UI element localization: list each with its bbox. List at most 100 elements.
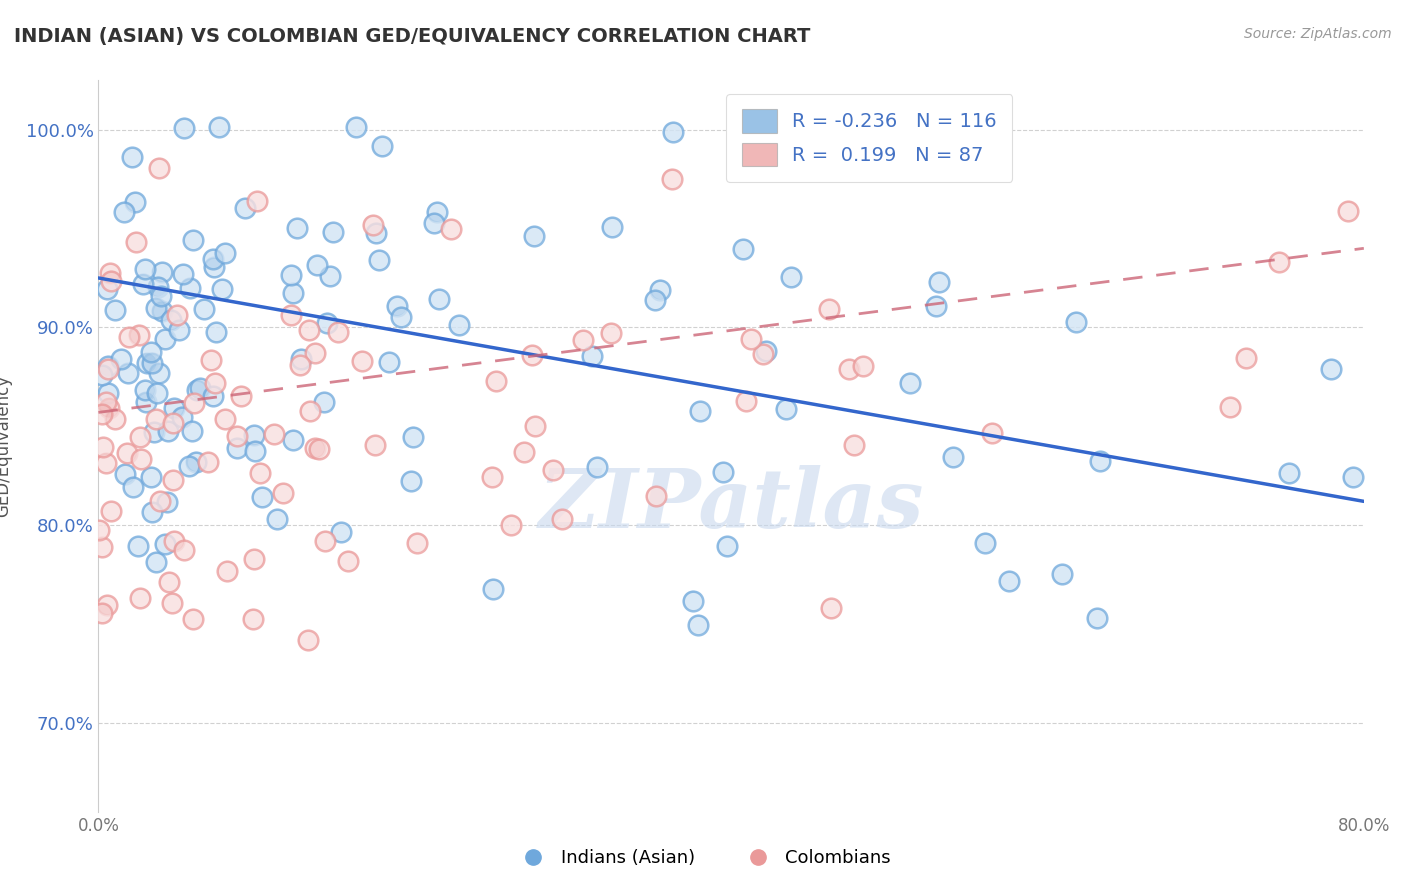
Point: [425, 205, 447, 219]
Point: [163, 401, 186, 416]
Point: [242, 612, 264, 626]
Point: [145, 385, 167, 400]
Point: [330, 525, 353, 540]
Point: [181, 424, 204, 438]
Point: [172, 267, 194, 281]
Point: [401, 474, 423, 488]
Point: [304, 345, 326, 359]
Point: [134, 384, 156, 398]
Point: [183, 233, 205, 247]
Point: [482, 582, 505, 596]
Point: [115, 446, 138, 460]
Point: [245, 443, 267, 458]
Point: [204, 376, 226, 390]
Point: [124, 235, 146, 249]
Point: [314, 395, 336, 409]
Point: [344, 120, 367, 134]
Point: [91, 606, 114, 620]
Point: [998, 574, 1021, 588]
Point: [148, 366, 170, 380]
Point: [371, 139, 394, 153]
Point: [283, 286, 305, 301]
Point: [378, 355, 401, 369]
Point: [150, 265, 173, 279]
Point: [153, 332, 176, 346]
Point: [225, 428, 247, 442]
Point: [898, 376, 921, 390]
Point: [364, 438, 387, 452]
Point: [425, 205, 447, 219]
Point: [87, 523, 110, 537]
Point: [225, 441, 247, 455]
Point: [127, 539, 149, 553]
Point: [1050, 567, 1073, 582]
Text: INDIAN (ASIAN) VS COLOMBIAN GED/EQUIVALENCY CORRELATION CHART: INDIAN (ASIAN) VS COLOMBIAN GED/EQUIVALE…: [14, 27, 810, 45]
Point: [97, 361, 120, 376]
Point: [214, 246, 236, 260]
Point: [981, 425, 1004, 440]
Point: [371, 139, 394, 153]
Point: [755, 343, 778, 358]
Point: [780, 270, 803, 285]
Point: [94, 456, 117, 470]
Point: [713, 465, 735, 479]
Point: [181, 612, 204, 626]
Point: [149, 494, 172, 508]
Point: [145, 301, 167, 315]
Point: [149, 289, 172, 303]
Point: [280, 268, 302, 283]
Point: [644, 293, 666, 308]
Point: [308, 442, 330, 457]
Point: [1219, 401, 1241, 415]
Point: [135, 395, 157, 409]
Point: [689, 404, 711, 418]
Point: [96, 598, 118, 612]
Point: [250, 490, 273, 504]
Point: [205, 326, 228, 340]
Point: [87, 523, 110, 537]
Point: [110, 351, 132, 366]
Point: [141, 355, 163, 369]
Point: [153, 332, 176, 346]
Point: [852, 359, 875, 373]
Point: [179, 459, 201, 474]
Point: [156, 425, 179, 439]
Point: [193, 301, 215, 316]
Point: [181, 424, 204, 438]
Point: [316, 316, 339, 330]
Point: [688, 617, 710, 632]
Point: [280, 308, 302, 322]
Point: [304, 442, 326, 456]
Point: [145, 412, 167, 426]
Point: [124, 194, 146, 209]
Point: [142, 425, 165, 440]
Point: [100, 273, 122, 287]
Point: [122, 479, 145, 493]
Point: [330, 525, 353, 540]
Point: [145, 555, 167, 569]
Point: [104, 412, 127, 426]
Point: [288, 358, 311, 372]
Point: [145, 555, 167, 569]
Point: [571, 333, 593, 347]
Point: [173, 543, 195, 558]
Point: [153, 537, 176, 551]
Point: [599, 326, 621, 340]
Point: [155, 495, 177, 509]
Point: [117, 367, 139, 381]
Point: [141, 505, 163, 519]
Point: [217, 564, 239, 578]
Point: [266, 512, 288, 526]
Point: [243, 552, 266, 566]
Point: [838, 362, 860, 376]
Point: [139, 345, 162, 359]
Point: [304, 442, 326, 456]
Point: [852, 359, 875, 373]
Point: [482, 582, 505, 596]
Point: [662, 125, 685, 139]
Point: [350, 353, 373, 368]
Point: [318, 269, 340, 284]
Point: [179, 459, 201, 474]
Point: [249, 466, 271, 480]
Point: [157, 574, 180, 589]
